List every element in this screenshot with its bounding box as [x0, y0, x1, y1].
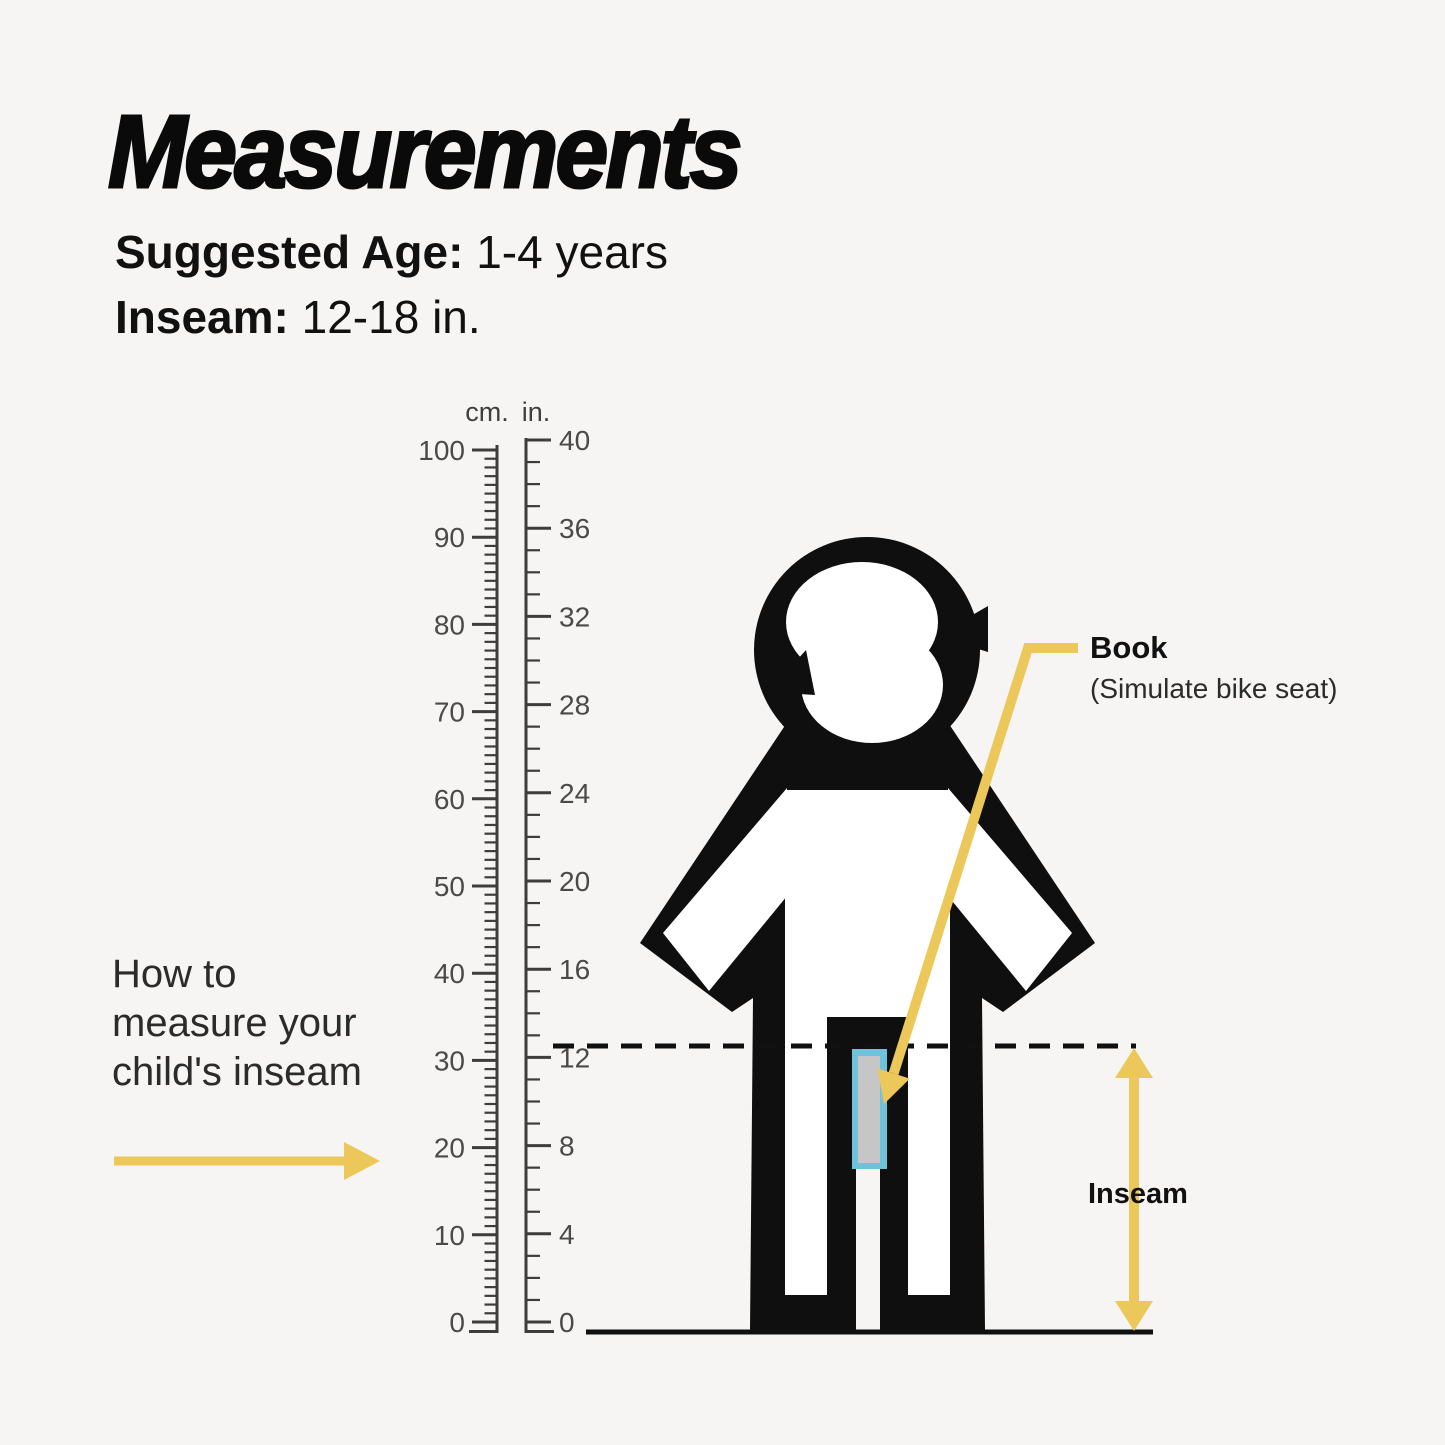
- inseam-arrowhead-up: [1115, 1048, 1153, 1078]
- howto-text: How to measure your child's inseam: [112, 950, 362, 1098]
- spec-lines: Suggested Age: 1-4 years Inseam: 12-18 i…: [115, 220, 668, 351]
- cm-ruler: 0 10 20 30 40 50 60 70 80 90 100: [418, 435, 499, 1338]
- cm-ruler-tick-label: 0: [449, 1307, 465, 1338]
- suggested-age-line: Suggested Age: 1-4 years: [115, 220, 668, 285]
- in-ruler-tick-label: 40: [559, 425, 590, 456]
- inseam-spec-line: Inseam: 12-18 in.: [115, 285, 668, 350]
- inseam-range-arrow: [1115, 1048, 1153, 1331]
- howto-arrow: [114, 1142, 380, 1180]
- figure-hair-wedge: [936, 606, 988, 652]
- inseam-arrowhead-down: [1115, 1301, 1153, 1331]
- in-ruler-tick-label: 0: [559, 1307, 575, 1338]
- in-ruler-tick-label: 24: [559, 778, 590, 809]
- cm-ruler-tick-label: 100: [418, 435, 465, 466]
- howto-arrowhead: [344, 1142, 380, 1180]
- figure-ear: [768, 650, 815, 695]
- inseam-spec-label: Inseam:: [115, 291, 289, 344]
- cm-ruler-tick-label: 10: [434, 1220, 465, 1251]
- cm-ruler-header: cm.: [465, 397, 509, 427]
- cm-ruler-tick-label: 50: [434, 871, 465, 902]
- figure-face: [801, 627, 943, 743]
- cm-ruler-tick-label: 20: [434, 1133, 465, 1164]
- inseam-arrow-label: Inseam: [1088, 1178, 1188, 1210]
- in-ruler-tick-label: 20: [559, 866, 590, 897]
- book-callout-title: Book: [1090, 630, 1168, 665]
- cm-ruler-tick-label: 30: [434, 1045, 465, 1076]
- child-figure: [640, 537, 1095, 1330]
- in-ruler-header: in.: [522, 397, 551, 427]
- suggested-age-value: 1-4 years: [463, 226, 668, 278]
- figure-left-arm: [663, 788, 787, 991]
- cm-ruler-tick-label: 70: [434, 697, 465, 728]
- cm-ruler-tick-label: 60: [434, 784, 465, 815]
- in-ruler-tick-label: 36: [559, 513, 590, 544]
- suggested-age-label: Suggested Age:: [115, 226, 464, 278]
- cm-ruler-tick-label: 80: [434, 609, 465, 640]
- cm-ruler-tick-label: 40: [434, 958, 465, 989]
- in-ruler-tick-label: 16: [559, 954, 590, 985]
- book-illustration: [852, 1049, 887, 1169]
- howto-line: How to: [112, 952, 237, 996]
- in-ruler-tick-label: 4: [559, 1219, 575, 1250]
- callout-arrowhead: [877, 1068, 910, 1104]
- book-callout-arrow: [877, 643, 1078, 1104]
- figure-right-arm: [948, 788, 1072, 991]
- book-callout-subtitle: (Simulate bike seat): [1090, 673, 1338, 704]
- figure-torso-legs: [785, 790, 950, 1295]
- howto-line: child's inseam: [112, 1050, 362, 1095]
- cm-ruler-tick-label: 90: [434, 522, 465, 553]
- inseam-spec-value: 12-18 in.: [288, 291, 481, 344]
- callout-line: [888, 643, 1078, 1076]
- in-ruler-tick-label: 32: [559, 601, 590, 632]
- in-ruler-tick-label: 8: [559, 1131, 575, 1162]
- book-pages: [858, 1056, 880, 1163]
- howto-line: measure your: [112, 1001, 357, 1046]
- in-ruler-tick-label: 28: [559, 690, 590, 721]
- book-callout-label: Book (Simulate bike seat): [1090, 630, 1337, 705]
- page-title: Measurements: [107, 94, 744, 209]
